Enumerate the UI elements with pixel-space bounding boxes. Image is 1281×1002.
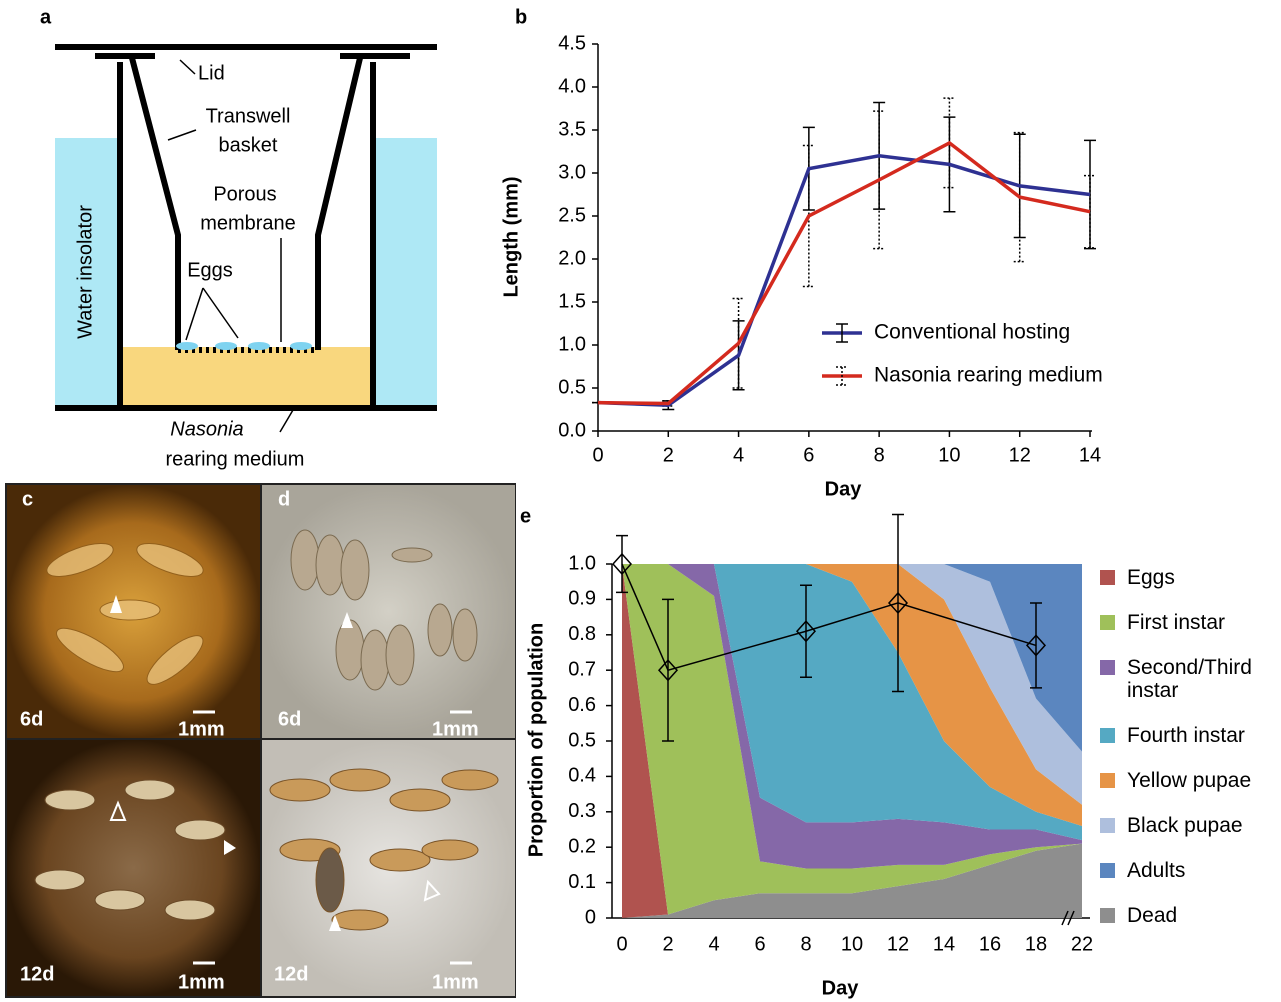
x-tick-label: 10: [841, 933, 863, 955]
figure-canvas: Lid Transwell basket Porous membrane Egg…: [0, 0, 1281, 1002]
legend-swatch: [1100, 863, 1115, 878]
y-tick-label: 1.0: [568, 552, 596, 574]
legend: Eggs First instar Second/Third instar Fourt…: [1100, 566, 1275, 949]
x-tick-label: 10: [938, 444, 960, 466]
x-tick-label: 4: [733, 444, 744, 466]
label: Nasonia: [170, 418, 243, 440]
y-axis-title: Length (mm): [500, 176, 522, 297]
legend-label: Nasonia rearing medium: [874, 364, 1103, 387]
legend-label: Fourth instar: [1100, 724, 1277, 747]
x-tick-label: 6: [803, 444, 814, 466]
y-tick-label: 0.1: [568, 871, 596, 893]
y-tick-label: 0.9: [568, 588, 596, 610]
y-tick-label: 3.5: [558, 118, 586, 140]
x-tick-label: 14: [1079, 444, 1101, 466]
figure: Lid Transwell basket Porous membrane Egg…: [0, 0, 1281, 1002]
photo-day: 6d: [20, 708, 43, 730]
y-tick-label: 0.0: [558, 419, 586, 441]
y-axis-title: Proportion of population: [525, 623, 547, 857]
label: Porous: [213, 183, 276, 205]
y-tick-label: 2.0: [558, 247, 586, 269]
y-tick-label: 0.5: [568, 729, 596, 751]
panel-label: b: [515, 6, 527, 28]
y-tick-label: 0.2: [568, 835, 596, 857]
legend-label: Eggs: [1100, 566, 1277, 589]
x-tick-label: 18: [1025, 933, 1047, 955]
photo: [7, 740, 260, 996]
panel-label: a: [40, 6, 52, 28]
x-tick-label: 2: [662, 933, 673, 955]
x-tick-label: 0: [616, 933, 627, 955]
photo-day: 12d: [20, 963, 54, 985]
legend-swatch: [1100, 773, 1115, 788]
y-tick-label: 0.6: [568, 694, 596, 716]
photo-day: 12d: [274, 963, 308, 985]
x-tick-label: 8: [874, 444, 885, 466]
photo-scale: 1mm: [432, 718, 479, 740]
x-tick-label: 4: [708, 933, 719, 955]
photos: c d 6d 1mm 6d 1mm 12d 1mm 12d 1mm: [5, 483, 516, 998]
x-tick-label: 16: [979, 933, 1001, 955]
label: Lid: [198, 62, 225, 84]
x-tick-label: 8: [800, 933, 811, 955]
legend-label: Adults: [1100, 859, 1277, 882]
legend-label: Second/Third instar: [1100, 656, 1277, 702]
x-tick-label: 22: [1071, 933, 1093, 955]
y-tick-label: 1.0: [558, 333, 586, 355]
legend-swatch: [1100, 660, 1115, 675]
y-tick-label: 1.5: [558, 290, 586, 312]
x-tick-label: 2: [663, 444, 674, 466]
legend-swatch: [1100, 908, 1115, 923]
legend-label: Dead: [1100, 904, 1277, 927]
label: membrane: [200, 212, 296, 234]
x-tick-label: 12: [1009, 444, 1031, 466]
panel-label: c: [22, 488, 33, 510]
y-tick-label: 4.5: [558, 32, 586, 54]
y-tick-label: 3.0: [558, 161, 586, 183]
legend-label: Black pupae: [1100, 814, 1277, 837]
label: rearing medium: [166, 448, 305, 470]
x-tick-label: 14: [933, 933, 955, 955]
photo-scale: 1mm: [178, 718, 225, 740]
legend-label: Conventional hosting: [874, 321, 1070, 344]
legend-label: Yellow pupae: [1100, 769, 1277, 792]
y-tick-label: 0.4: [568, 765, 596, 787]
y-tick-label: 4.0: [558, 75, 586, 97]
photo-scale: 1mm: [178, 971, 225, 993]
x-axis-title: Day: [825, 478, 863, 500]
label: Transwell: [206, 105, 291, 127]
legend-swatch: [1100, 728, 1115, 743]
photo-day: 6d: [278, 708, 301, 730]
photo-scale: 1mm: [432, 971, 479, 993]
panel-label: d: [278, 488, 290, 510]
y-tick-label: 0: [585, 906, 596, 928]
legend-swatch: [1100, 615, 1115, 630]
panel-label: e: [520, 505, 531, 527]
medium: [120, 347, 373, 407]
water: [373, 138, 437, 408]
x-tick-label: 0: [592, 444, 603, 466]
y-tick-label: 0.5: [558, 376, 586, 398]
legend-swatch: [1100, 570, 1115, 585]
y-tick-label: 0.8: [568, 623, 596, 645]
label: Eggs: [187, 259, 233, 281]
diagram: Lid Transwell basket Porous membrane Egg…: [55, 47, 437, 470]
y-tick-label: 0.3: [568, 800, 596, 822]
label: basket: [219, 134, 278, 156]
legend-label: First instar: [1100, 611, 1277, 634]
photo: [262, 485, 515, 738]
x-tick-label: 12: [887, 933, 909, 955]
label: Water insolator: [74, 205, 96, 339]
x-axis-title: Day: [822, 977, 860, 999]
x-tick-label: 6: [754, 933, 765, 955]
legend-swatch: [1100, 818, 1115, 833]
y-tick-label: 2.5: [558, 204, 586, 226]
y-tick-label: 0.7: [568, 658, 596, 680]
